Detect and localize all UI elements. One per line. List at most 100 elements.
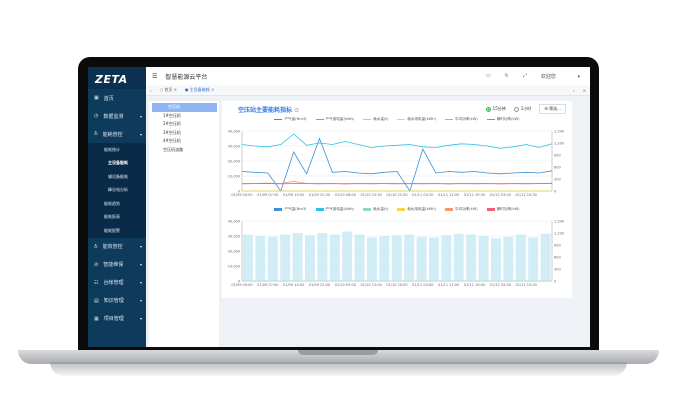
x-tick-label: 01/11 04:30 bbox=[412, 193, 433, 197]
tree-node[interactable]: 空压机油路 bbox=[163, 146, 183, 152]
legend-label: 产气用电量(kWh) bbox=[325, 117, 355, 121]
legend-marker bbox=[274, 207, 283, 211]
sidebar-item[interactable]: 能耗趋势 bbox=[88, 197, 146, 211]
x-tick-label: 01/09 00:00 bbox=[231, 283, 252, 287]
sidebar-item[interactable]: ⊘ 智能维保 ▾ bbox=[88, 256, 146, 274]
radio-1hour[interactable]: 1小时 bbox=[513, 106, 531, 112]
legend-label: 瞬时功率(kW) bbox=[496, 207, 520, 211]
sidebar-item[interactable]: 峰谷电分析 bbox=[88, 184, 146, 198]
sidebar-item[interactable]: 主设备能耗 bbox=[88, 157, 146, 171]
card-title: 空压站主要能耗指标 ⊙ bbox=[238, 107, 300, 114]
sidebar-item-label: 智能维保 bbox=[103, 262, 124, 268]
sidebar-item[interactable]: ▤ 知识管理 ▾ bbox=[88, 292, 146, 310]
bar bbox=[329, 234, 340, 281]
info-icon[interactable]: ⊙ bbox=[294, 107, 300, 114]
refresh-icon[interactable]: ↻ bbox=[504, 73, 509, 79]
legend-item[interactable]: 耗水用电量(kWh) bbox=[397, 207, 436, 212]
sidebar-item[interactable]: ▣ 首页 bbox=[88, 89, 146, 107]
legend-item[interactable]: 产气用电量(kWh) bbox=[315, 117, 355, 122]
tab-scroll-right[interactable]: › bbox=[573, 87, 575, 93]
x-tick-label: 01/10 13:30 bbox=[361, 193, 382, 197]
top-bar: ☰ 智慧能源云平台 ▭ ↻ ⤢ 欢迎您 ▾ bbox=[146, 67, 590, 85]
legend-item[interactable]: 瞬时功率(kW) bbox=[486, 117, 520, 122]
y-tick-label: 0 bbox=[238, 280, 240, 284]
sidebar-item[interactable]: 能耗报警 bbox=[88, 224, 146, 238]
sidebar-item-label: 台帐管理 bbox=[103, 280, 124, 286]
legend-marker bbox=[397, 118, 406, 120]
sidebar-item[interactable]: ◷ 数据监测 ▾ bbox=[88, 107, 146, 125]
tree-node[interactable]: 4#空压机 bbox=[163, 138, 181, 143]
legend-item[interactable]: 瞬时功率(kW) bbox=[486, 207, 520, 212]
sidebar-item[interactable]: ☷ 台帐管理 ▾ bbox=[88, 274, 146, 292]
tree-node[interactable]: 2#空压机 bbox=[163, 121, 181, 126]
sidebar-item-label: 辅设备能耗 bbox=[108, 173, 128, 179]
sidebar-item-label: 主设备能耗 bbox=[108, 160, 128, 166]
sidebar-item[interactable]: 能耗报表 bbox=[88, 211, 146, 225]
legend-marker bbox=[315, 118, 324, 120]
sidebar-item[interactable]: ♁ 能效管控 ▾ bbox=[88, 238, 146, 256]
sidebar-item-label: 知识管理 bbox=[103, 298, 124, 304]
legend-item[interactable]: 耗水量(t) bbox=[363, 207, 388, 212]
legend-item[interactable]: 耗水用电量(kWh) bbox=[397, 117, 436, 122]
series-line bbox=[241, 137, 553, 192]
sidebar-item-label: 能耗趋势 bbox=[104, 200, 120, 206]
series-line bbox=[241, 133, 553, 149]
x-tick-label: 01/10 05:00 bbox=[335, 283, 356, 287]
tree-node-label: 空压站 bbox=[168, 104, 180, 109]
tree-node[interactable]: 3#空压机 bbox=[163, 129, 181, 135]
sidebar-item-label: 首页 bbox=[103, 95, 114, 102]
legend-item[interactable]: 耗水量(t) bbox=[363, 117, 388, 122]
sidebar-item-label: 能效管控 bbox=[102, 244, 123, 250]
sidebar-item[interactable]: 能耗统计 bbox=[88, 143, 146, 157]
legend-marker bbox=[444, 118, 453, 120]
x-tick-label: 01/10 21:00 bbox=[386, 193, 407, 197]
legend-marker bbox=[363, 207, 372, 211]
radio-15min[interactable]: 15分钟 bbox=[485, 106, 506, 112]
legend-item[interactable]: 产气量(Nm3) bbox=[274, 117, 307, 122]
fullscreen-icon[interactable]: ⤢ bbox=[522, 73, 527, 79]
sidebar-item[interactable]: ▦ 项目管理 ▾ bbox=[88, 310, 146, 328]
sidebar-item[interactable]: ♁ 能耗管控 ▾ bbox=[88, 125, 146, 143]
sidebar-item[interactable]: 辅设备能耗 bbox=[88, 170, 146, 184]
filter-button[interactable]: ☰ 筛选... bbox=[539, 104, 566, 114]
y2-tick-label: 1,200 bbox=[554, 232, 564, 236]
bar bbox=[243, 234, 253, 281]
legend-item[interactable]: 产气用电量(kWh) bbox=[315, 207, 354, 212]
legend-item[interactable]: 平均功率(kW) bbox=[444, 207, 478, 212]
x-tick-label: 01/12 02:00 bbox=[490, 283, 511, 287]
bar bbox=[280, 234, 291, 281]
y2-tick-label: 1,500 bbox=[554, 130, 564, 134]
tab-close-all[interactable]: × bbox=[582, 87, 586, 93]
y-tick-label: 0 bbox=[238, 190, 240, 194]
x-tick-label: 01/10 06:00 bbox=[335, 193, 356, 197]
tab-scroll-left[interactable]: ‹ bbox=[150, 87, 152, 93]
legend-label: 耗水量(t) bbox=[373, 207, 389, 211]
legend-label: 瞬时功率(kW) bbox=[496, 117, 520, 121]
legend-label: 耗水用电量(kWh) bbox=[407, 207, 436, 211]
laptop-notch bbox=[298, 350, 378, 355]
chevron-down-icon: ▾ bbox=[139, 113, 142, 119]
tab-main-equipment[interactable]: ● 主设备能耗 × bbox=[185, 87, 215, 92]
bar bbox=[491, 238, 501, 281]
legend-item[interactable]: 产气量(Nm3) bbox=[274, 207, 307, 212]
bar bbox=[317, 233, 328, 281]
y-tick-label: 20,000 bbox=[228, 250, 240, 254]
monitor-icon[interactable]: ▭ bbox=[485, 73, 491, 79]
x-tick-label: 01/09 15:00 bbox=[283, 193, 304, 197]
legend-item[interactable]: 平均功率(kW) bbox=[444, 117, 478, 122]
tree-node-root[interactable]: 空压站 bbox=[152, 103, 217, 112]
tab-bar: ‹ ○ 首页 × ● 主设备能耗 × › × bbox=[146, 85, 590, 96]
sidebar-item-label: 数据监测 bbox=[103, 113, 124, 120]
x-tick-label: 01/11 11:00 bbox=[438, 283, 459, 287]
chart2-legend: 产气量(Nm3) 产气用电量(kWh) 耗水量(t) 耗水用电量(kWh) 平均功率(k… bbox=[222, 207, 572, 212]
monitor-icon: ◷ bbox=[94, 113, 99, 119]
tab-label: 主设备能耗 bbox=[189, 87, 210, 92]
x-tick-label: 01/09 14:00 bbox=[283, 283, 304, 287]
metrics-card: 空压站主要能耗指标 ⊙ 15分钟 1小时 ☰ 筛选... 产气量(Nm3) 产气用… bbox=[222, 101, 572, 298]
tree-node[interactable]: 1#空压机 bbox=[163, 112, 181, 118]
y-tick-label: 40,000 bbox=[228, 130, 240, 134]
menu-toggle-icon[interactable]: ☰ bbox=[152, 72, 158, 80]
chart2: 0 10,000 20,000 30,000 40,000 0 300 600 900 1,200… bbox=[228, 220, 564, 288]
tab-home[interactable]: ○ 首页 × bbox=[159, 87, 177, 92]
user-menu[interactable]: 欢迎您 ▾ bbox=[541, 73, 580, 80]
